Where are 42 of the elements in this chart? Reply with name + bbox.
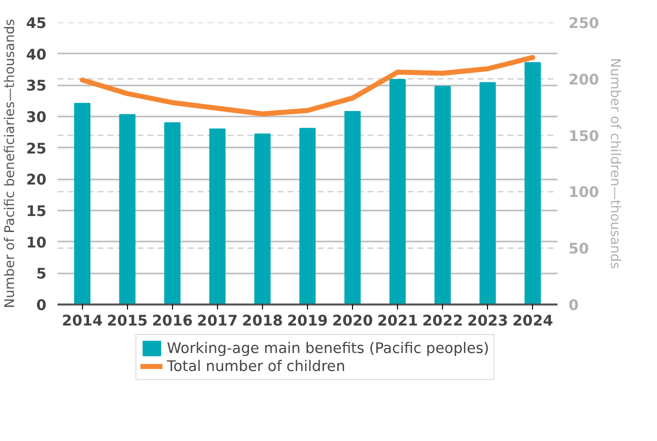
x-tick-label: 2014 xyxy=(62,312,103,330)
bar xyxy=(480,82,496,304)
y-tick-label: 35 xyxy=(26,78,47,95)
y2-tick-label: 50 xyxy=(568,240,589,258)
y-tick-label: 25 xyxy=(26,140,47,158)
y-tick-label: 0 xyxy=(36,297,47,314)
legend-label: Working-age main benefits (Pacific peoples) xyxy=(166,340,490,356)
bar xyxy=(164,122,181,304)
x-tick-label: 2019 xyxy=(287,312,328,330)
y-tick-label: 20 xyxy=(26,172,47,189)
x-tick-label: 2015 xyxy=(106,312,148,330)
x-tick-label: 2021 xyxy=(377,312,418,330)
legend-label: Total number of children xyxy=(166,358,346,374)
y-tick-label: 5 xyxy=(36,266,47,283)
y-tick-label: 45 xyxy=(26,15,47,32)
y2-tick-label: 200 xyxy=(568,71,600,88)
y-tick-label: 30 xyxy=(26,109,47,126)
bar xyxy=(524,62,541,304)
y2-axis-title: Number of children—thousands xyxy=(607,58,622,270)
y-tick-label: 10 xyxy=(26,234,47,252)
bar xyxy=(209,128,226,304)
x-tick-label: 2017 xyxy=(197,312,238,330)
bar xyxy=(119,114,136,304)
y2-tick-label: 150 xyxy=(568,128,600,145)
x-tick-label: 2016 xyxy=(152,312,193,330)
bar xyxy=(254,134,271,304)
x-tick-label: 2023 xyxy=(467,312,508,330)
y2-tick-label: 0 xyxy=(568,297,579,314)
x-tick-label: 2020 xyxy=(332,312,373,330)
y-axis-title: Number of Pacific beneficiaries—thousands xyxy=(3,18,18,308)
x-tick-label: 2018 xyxy=(242,312,283,330)
bar xyxy=(74,102,90,304)
y-tick-label: 40 xyxy=(26,46,47,64)
bar xyxy=(299,128,316,304)
y2-tick-label: 100 xyxy=(568,184,600,202)
y2-tick-label: 250 xyxy=(568,15,600,32)
y-tick-label: 15 xyxy=(26,203,47,220)
bar xyxy=(344,110,361,304)
bar xyxy=(389,79,406,304)
x-tick-label: 2022 xyxy=(422,312,464,330)
bar xyxy=(434,86,451,304)
x-tick-label: 2024 xyxy=(512,312,554,330)
